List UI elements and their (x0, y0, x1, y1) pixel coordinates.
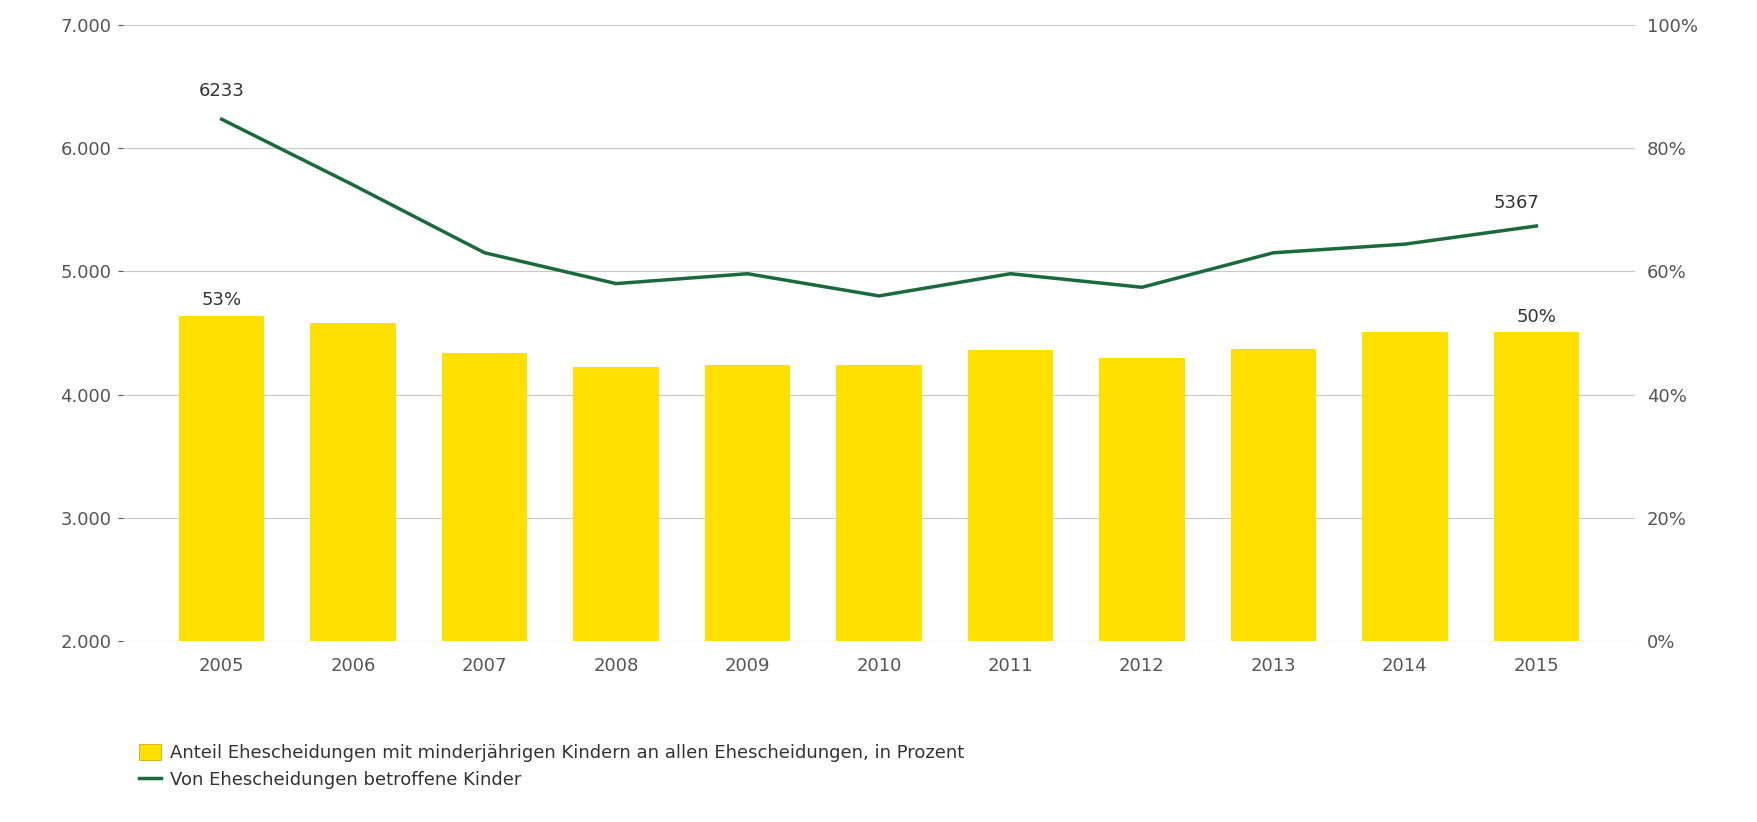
Text: 6233: 6233 (199, 82, 244, 100)
Bar (179, 316, 264, 822)
Text: 50%: 50% (1516, 307, 1555, 326)
Text: 5367: 5367 (1493, 194, 1539, 212)
Bar (441, 353, 527, 822)
Bar (836, 365, 921, 822)
Bar (311, 323, 395, 822)
Bar (573, 367, 659, 822)
Bar (966, 350, 1052, 822)
Bar (1098, 358, 1184, 822)
Bar (705, 365, 791, 822)
Text: 53%: 53% (202, 292, 241, 310)
Bar (1230, 349, 1316, 822)
Bar (1362, 331, 1446, 822)
Legend: Anteil Ehescheidungen mit minderjährigen Kindern an allen Ehescheidungen, in Pro: Anteil Ehescheidungen mit minderjährigen… (132, 737, 972, 797)
Bar (1493, 331, 1578, 822)
